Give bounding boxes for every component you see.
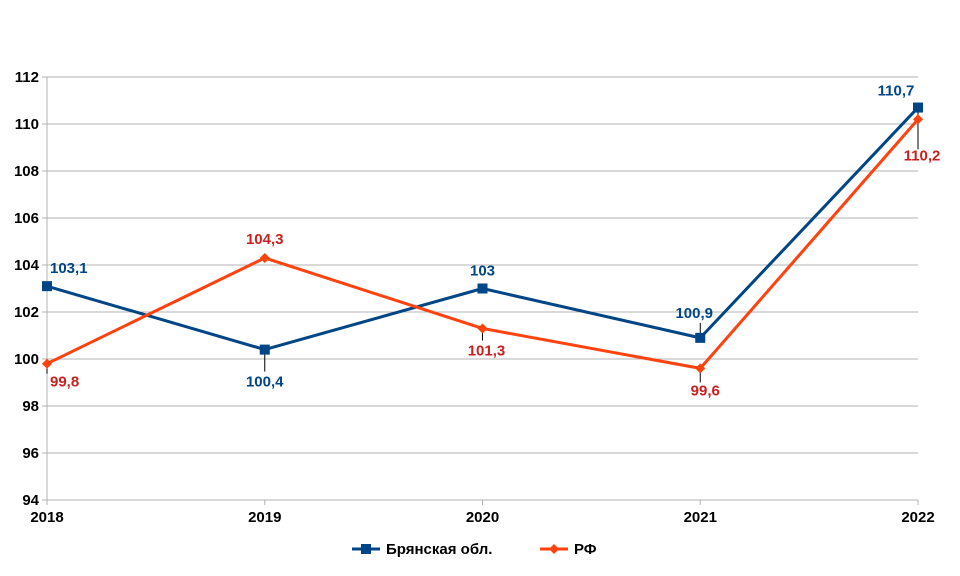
data-point-marker: [42, 358, 52, 369]
x-tick-label: 2019: [248, 509, 281, 526]
y-tick-label: 104: [14, 257, 40, 274]
data-point-marker: [477, 283, 488, 294]
data-label: 99,6: [691, 382, 720, 399]
y-tick-label: 106: [14, 210, 39, 227]
data-point-marker: [42, 281, 52, 292]
x-axis-tick-labels: 2018 2019 2020 2021 2022: [30, 509, 934, 526]
data-point-marker: [259, 252, 270, 263]
legend-label: РФ: [574, 541, 597, 558]
y-tick-label: 112: [15, 69, 39, 86]
y-tick-label: 102: [14, 304, 39, 321]
x-tick-label: 2021: [684, 509, 717, 526]
y-tick-label: 98: [22, 398, 39, 415]
data-label: 101,3: [468, 342, 506, 359]
y-tick-label: 94: [22, 492, 39, 509]
data-point-marker: [913, 114, 923, 125]
grid-lines: [47, 76, 918, 454]
legend-label: Брянская обл.: [386, 541, 492, 558]
y-tick-label: 108: [14, 163, 39, 180]
legend-item-0: Брянская обл.: [352, 541, 492, 558]
series-1: 99,8 104,3 101,3 99,6 110,2: [42, 114, 940, 399]
y-tick-label: 110: [15, 116, 39, 133]
series-line: [46, 106, 920, 352]
data-label: 99,8: [50, 374, 79, 391]
data-point-marker: [477, 323, 488, 334]
data-label: 110,7: [878, 83, 915, 100]
legend-marker: [549, 544, 559, 554]
data-label: 103,1: [50, 260, 88, 277]
y-tick-label: 96: [22, 445, 39, 462]
data-label: 100,4: [246, 374, 284, 391]
data-label: 100,9: [675, 305, 713, 322]
legend: Брянская обл. РФ: [352, 541, 597, 558]
legend-marker: [361, 544, 371, 554]
data-label: 104,3: [246, 231, 284, 248]
data-point-marker: [695, 332, 706, 343]
x-tick-label: 2020: [466, 509, 499, 526]
x-tick-label: 2022: [901, 509, 934, 526]
data-label: 110,2: [904, 147, 941, 164]
legend-item-1: РФ: [540, 541, 597, 558]
data-point-marker: [259, 344, 270, 355]
series-group: 103,1100,4103100,9110,799,8104,3101,399,…: [42, 83, 940, 399]
data-point-marker: [695, 363, 706, 374]
y-tick-label: 100: [14, 351, 39, 368]
y-axis-tick-labels: 94 96 98 100 102 104 106 108 110 112: [14, 69, 40, 509]
x-tick-label: 2018: [30, 509, 63, 526]
data-label: 103: [470, 263, 495, 280]
data-point-marker: [913, 102, 923, 113]
